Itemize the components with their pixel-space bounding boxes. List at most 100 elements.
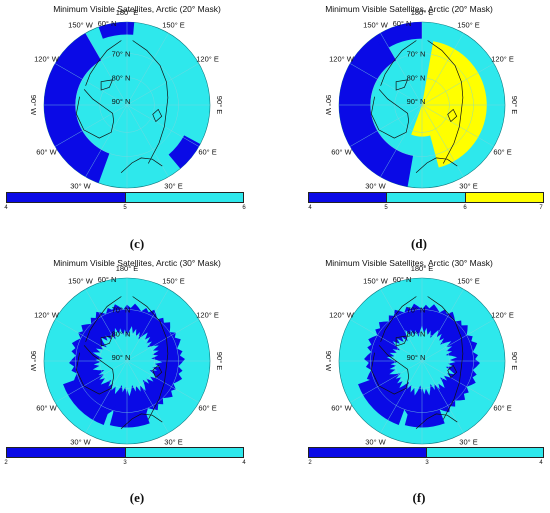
meridian-label: 60° W: [331, 148, 352, 157]
parallel-label: 70° N: [407, 306, 426, 315]
meridian-label: 60° E: [198, 148, 216, 157]
meridian-label: 30° E: [459, 438, 477, 447]
coast-segment: [75, 89, 115, 139]
coast-segment: [132, 40, 169, 164]
colorbar-tick: 4: [4, 205, 8, 211]
parallel-label: 80° N: [407, 74, 426, 83]
coast-segment: [427, 40, 464, 164]
chart-panel-f: Minimum Visible Satellites, Arctic (30° …: [274, 258, 544, 513]
graticule: [339, 278, 505, 444]
meridian-line: [54, 104, 128, 147]
graticule: [339, 22, 505, 188]
meridian-label: 90° W: [324, 351, 333, 372]
value-region-2: [63, 376, 112, 425]
meridian-line: [126, 32, 169, 106]
parallel-label: 90° N: [112, 353, 131, 362]
colorbar-tick: 5: [123, 205, 127, 211]
value-region-2: [364, 303, 480, 419]
colorbar-tick: 2: [4, 460, 8, 466]
meridian-line: [380, 360, 423, 434]
colorbar-segment: [125, 193, 243, 202]
meridian-label: 30° W: [365, 182, 386, 191]
meridian-label: 180° E: [411, 264, 434, 273]
meridian-label: 60° E: [198, 404, 216, 413]
meridian-line: [54, 319, 128, 362]
chart-title: Minimum Visible Satellites, Arctic (30° …: [325, 258, 493, 268]
chart-panel-c: Minimum Visible Satellites, Arctic (20° …: [2, 4, 272, 259]
colorbar-tick: 4: [539, 460, 543, 466]
coast-segment: [370, 89, 410, 139]
coast-segment: [447, 364, 458, 378]
meridian-line: [85, 104, 128, 178]
panel-label: (c): [129, 236, 145, 251]
colorbar: [308, 447, 544, 458]
coast-segment: [447, 108, 458, 122]
meridian-label: 150° E: [162, 276, 185, 285]
coastline: [370, 296, 464, 430]
meridian-label: 30° W: [70, 438, 91, 447]
chart-panel-d: Minimum Visible Satellites, Arctic (20° …: [274, 4, 544, 259]
colorbar-tick: 4: [242, 460, 246, 466]
coast-segment: [395, 335, 408, 347]
meridian-label: 90° E: [215, 352, 224, 370]
meridian-label: 150° W: [68, 20, 94, 29]
meridian-label: 30° W: [70, 182, 91, 191]
meridian-label: 60° E: [493, 404, 511, 413]
meridian-line: [421, 104, 464, 178]
value-region-4: [168, 135, 201, 169]
coast-segment: [415, 413, 458, 430]
meridian-label: 120° E: [196, 311, 219, 320]
colorbar-segment: [7, 448, 126, 457]
panel-label: (d): [411, 236, 427, 251]
parallel-label: 70° N: [112, 306, 131, 315]
meridian-label: 150° E: [457, 276, 480, 285]
meridian-label: 120° W: [34, 311, 60, 320]
parallel-label: 90° N: [407, 353, 426, 362]
colorbar-segment: [309, 448, 427, 457]
panel-label: (e): [129, 490, 145, 505]
coast-segment: [120, 413, 163, 430]
meridian-label: 120° W: [329, 311, 355, 320]
meridian-label: 150° W: [363, 20, 389, 29]
parallel-label: 80° N: [112, 74, 131, 83]
colorbar-segment: [387, 193, 466, 202]
meridian-label: 60° W: [36, 148, 57, 157]
coast-segment: [100, 79, 113, 91]
meridian-label: 120° W: [34, 55, 60, 64]
value-region-2: [404, 403, 445, 428]
meridian-line: [126, 63, 200, 106]
coast-segment: [120, 157, 163, 174]
coast-segment: [427, 296, 464, 420]
meridian-line: [126, 288, 169, 362]
meridian-line: [421, 360, 464, 434]
meridian-line: [380, 288, 423, 362]
meridian-label: 150° E: [162, 20, 185, 29]
graticule: [44, 22, 210, 188]
parallel-label: 70° N: [407, 50, 426, 59]
meridian-label: 150° E: [457, 20, 480, 29]
meridian-label: 150° W: [363, 276, 389, 285]
colorbar-segment: [309, 193, 388, 202]
coast-segment: [380, 296, 417, 342]
meridian-label: 90° E: [510, 96, 519, 114]
meridian-line: [349, 104, 423, 147]
meridian-line: [126, 360, 200, 403]
parallel-label: 60° N: [98, 275, 117, 284]
colorbar-tick: 5: [384, 205, 388, 211]
value-region-4: [339, 33, 414, 187]
meridian-label: 30° W: [365, 438, 386, 447]
parallel-label: 60° N: [98, 19, 117, 28]
meridian-label: 90° E: [215, 96, 224, 114]
meridian-line: [421, 288, 464, 362]
coast-segment: [395, 79, 408, 91]
meridian-label: 30° E: [164, 438, 182, 447]
meridian-line: [126, 104, 200, 147]
parallel-label: 90° N: [112, 97, 131, 106]
coastline: [370, 40, 464, 174]
meridian-label: 180° E: [116, 264, 139, 273]
meridian-label: 120° E: [491, 55, 514, 64]
meridian-label: 60° W: [36, 404, 57, 413]
